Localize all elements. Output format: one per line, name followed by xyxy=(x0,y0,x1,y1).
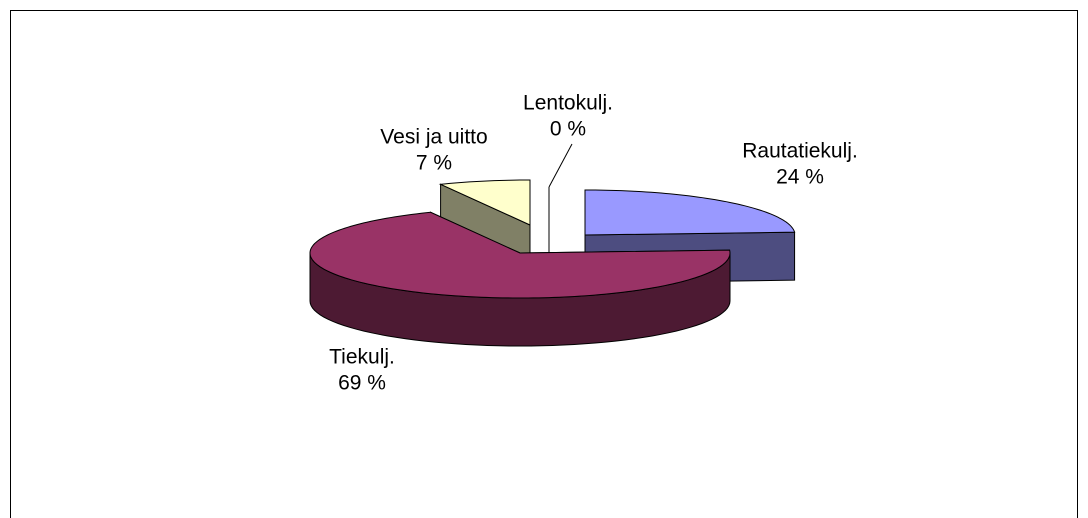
slice-value-label: 0 % xyxy=(550,118,586,141)
slice-label: Lentokulj. xyxy=(523,92,613,115)
slice-value-label: 24 % xyxy=(776,166,824,189)
slice-top xyxy=(309,211,731,299)
slice-value-label: 7 % xyxy=(416,152,452,175)
slice-top xyxy=(584,189,796,236)
slice-label: Rautatiekulj. xyxy=(742,140,858,163)
slice-top xyxy=(438,179,531,226)
slice-value-label: 69 % xyxy=(338,372,386,395)
leader-line xyxy=(548,143,573,188)
slice-label: Tiekulj. xyxy=(329,346,395,369)
slice-label: Vesi ja uitto xyxy=(380,126,487,149)
